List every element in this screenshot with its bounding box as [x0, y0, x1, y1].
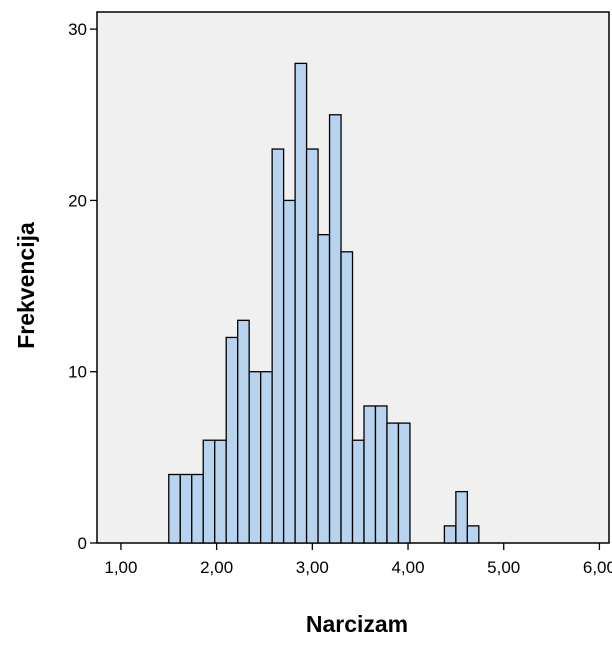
histogram-bar — [305, 148, 319, 544]
histogram-bar — [214, 439, 227, 544]
x-tick-label: 3,00 — [296, 558, 329, 577]
y-tick-label: 30 — [68, 20, 87, 39]
histogram-bar — [317, 234, 331, 544]
histogram-bar — [202, 439, 216, 544]
histogram-bar — [455, 490, 469, 544]
histogram-bar — [443, 525, 457, 544]
x-tick-label: 6,00 — [583, 558, 612, 577]
histogram-bar — [294, 62, 308, 544]
histogram-bar — [351, 439, 365, 544]
histogram-bar — [363, 405, 377, 544]
histogram-bar — [340, 251, 354, 544]
histogram-bar — [397, 422, 411, 544]
histogram-bar — [282, 199, 296, 544]
bars-group — [168, 62, 480, 544]
x-tick-label: 2,00 — [200, 558, 233, 577]
x-tick-label: 1,00 — [104, 558, 137, 577]
x-tick-label: 4,00 — [391, 558, 424, 577]
histogram-bar — [328, 114, 342, 544]
histogram-bar — [179, 473, 193, 544]
histogram-bar — [466, 525, 480, 544]
x-axis-title: Narcizam — [306, 611, 408, 637]
histogram-bar — [225, 336, 239, 544]
histogram-bar — [248, 371, 262, 544]
histogram-bar — [271, 148, 285, 544]
histogram-bar — [168, 473, 181, 544]
histogram-bar — [259, 371, 273, 544]
y-tick-label: 0 — [78, 534, 87, 553]
y-axis-title: Frekvencija — [13, 222, 39, 349]
histogram-bar — [374, 405, 388, 544]
y-tick-label: 20 — [68, 191, 87, 210]
x-axis: 1,00 2,00 3,00 4,00 5,00 6,00 — [104, 543, 612, 577]
histogram-bar — [237, 319, 250, 544]
y-tick-label: 10 — [68, 363, 87, 382]
y-axis: 0 10 20 30 — [68, 20, 97, 553]
histogram-bar — [191, 473, 204, 544]
x-tick-label: 5,00 — [487, 558, 520, 577]
histogram-bar — [386, 422, 400, 544]
